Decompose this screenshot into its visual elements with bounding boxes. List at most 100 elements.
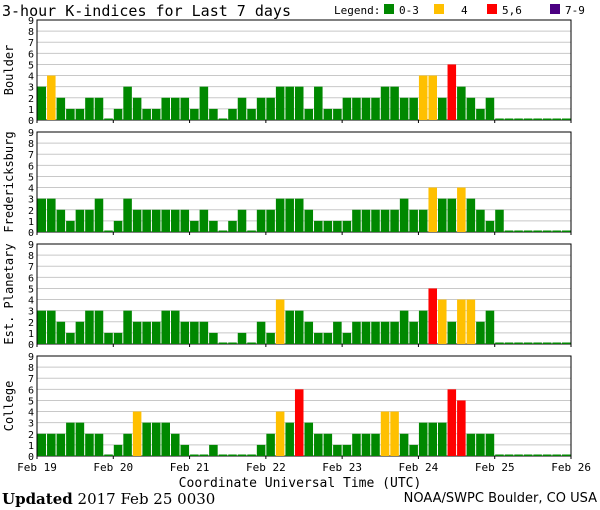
k-index-bar [190,108,199,120]
k-index-bar [66,422,75,456]
k-index-bar [56,97,66,120]
k-index-bar [380,411,390,456]
k-index-bar [323,220,333,232]
k-index-bar [542,230,552,232]
k-index-bar [113,108,123,120]
y-tick-label: 8 [28,363,34,374]
y-tick-label: 6 [28,273,34,284]
k-index-bar [457,299,466,344]
k-index-bar [75,422,85,456]
k-index-bar [495,454,504,456]
k-index-bar [266,332,275,344]
k-index-bar [447,389,457,456]
k-index-bar [132,411,142,456]
k-index-bar [342,220,352,232]
y-tick-label: 3 [28,307,34,318]
k-index-bar [504,118,514,120]
k-index-bar [428,187,437,232]
k-index-bar [342,444,352,456]
k-index-bar [466,433,476,456]
k-index-bar [294,86,304,120]
k-index-bar [380,321,390,344]
k-index-bar [209,332,218,344]
y-tick-label: 9 [28,128,34,139]
k-index-bar [333,321,342,344]
k-index-bar [285,198,294,232]
y-tick-label: 2 [28,94,34,105]
updated-label: Updated [2,490,73,508]
k-index-bar [132,97,142,120]
k-index-bar [123,86,132,120]
k-index-bar [390,321,399,344]
k-index-bar [151,422,161,456]
k-index-bar [56,209,66,232]
k-index-bar [409,321,418,344]
y-tick-label: 5 [28,60,34,71]
k-index-bar [199,454,209,456]
k-index-bar [552,118,561,120]
k-index-bar [304,422,314,456]
panel-frame [36,131,572,233]
k-index-bar [495,118,504,120]
k-index-bar [523,230,533,232]
y-tick-label: 4 [28,184,34,195]
k-index-bar [399,198,409,232]
y-tick-label: 1 [28,105,34,116]
k-index-bar [390,86,399,120]
y-tick-label: 1 [28,329,34,340]
x-tick-label: Feb 26 [551,461,591,474]
y-tick-label: 0 [28,452,34,463]
k-index-bar [409,444,418,456]
y-tick-label: 7 [28,374,34,385]
y-tick-label: 2 [28,430,34,441]
k-index-bar [218,342,228,344]
k-index-bar [171,97,180,120]
k-index-bar [438,97,447,120]
k-index-bar [314,220,323,232]
k-index-bar [514,454,523,456]
k-index-bar [104,118,113,120]
k-index-bar [514,230,523,232]
k-index-bar [504,230,514,232]
k-index-bar [37,310,47,344]
k-index-bar [237,97,247,120]
k-index-bar [47,198,56,232]
y-tick-label: 9 [28,352,34,363]
k-index-bar [561,230,571,232]
k-index-bar [533,230,542,232]
panel-frame [36,19,572,121]
x-tick-label: Feb 25 [475,461,515,474]
k-index-bar [209,108,218,120]
k-index-bar [247,342,256,344]
legend: Legend: 0-3 4 5,6 7-9 [334,4,585,17]
k-index-bar [132,209,142,232]
k-index-bar [418,209,428,232]
y-tick-label: 3 [28,419,34,430]
k-index-bar [94,97,104,120]
k-index-bar [485,97,495,120]
y-tick-label: 1 [28,217,34,228]
panel-frame [36,243,572,345]
k-index-bar [466,299,476,344]
x-tick-label: Feb 23 [322,461,362,474]
k-index-bar [142,321,151,344]
k-index-bar [104,332,113,344]
k-index-bar [218,118,228,120]
y-tick-label: 5 [28,172,34,183]
k-index-bar [323,332,333,344]
k-index-bar [371,321,380,344]
y-tick-label: 7 [28,38,34,49]
k-index-bar [523,342,533,344]
k-index-bar [66,332,75,344]
x-axis-title: Coordinate Universal Time (UTC) [179,476,422,491]
k-index-bar [447,64,457,120]
k-index-bar [418,310,428,344]
k-index-bar [75,209,85,232]
k-index-bar [151,209,161,232]
k-index-bar [180,321,190,344]
k-index-bar [380,86,390,120]
y-tick-label: 0 [28,116,34,127]
k-index-bar [94,198,104,232]
k-index-bar [352,97,361,120]
